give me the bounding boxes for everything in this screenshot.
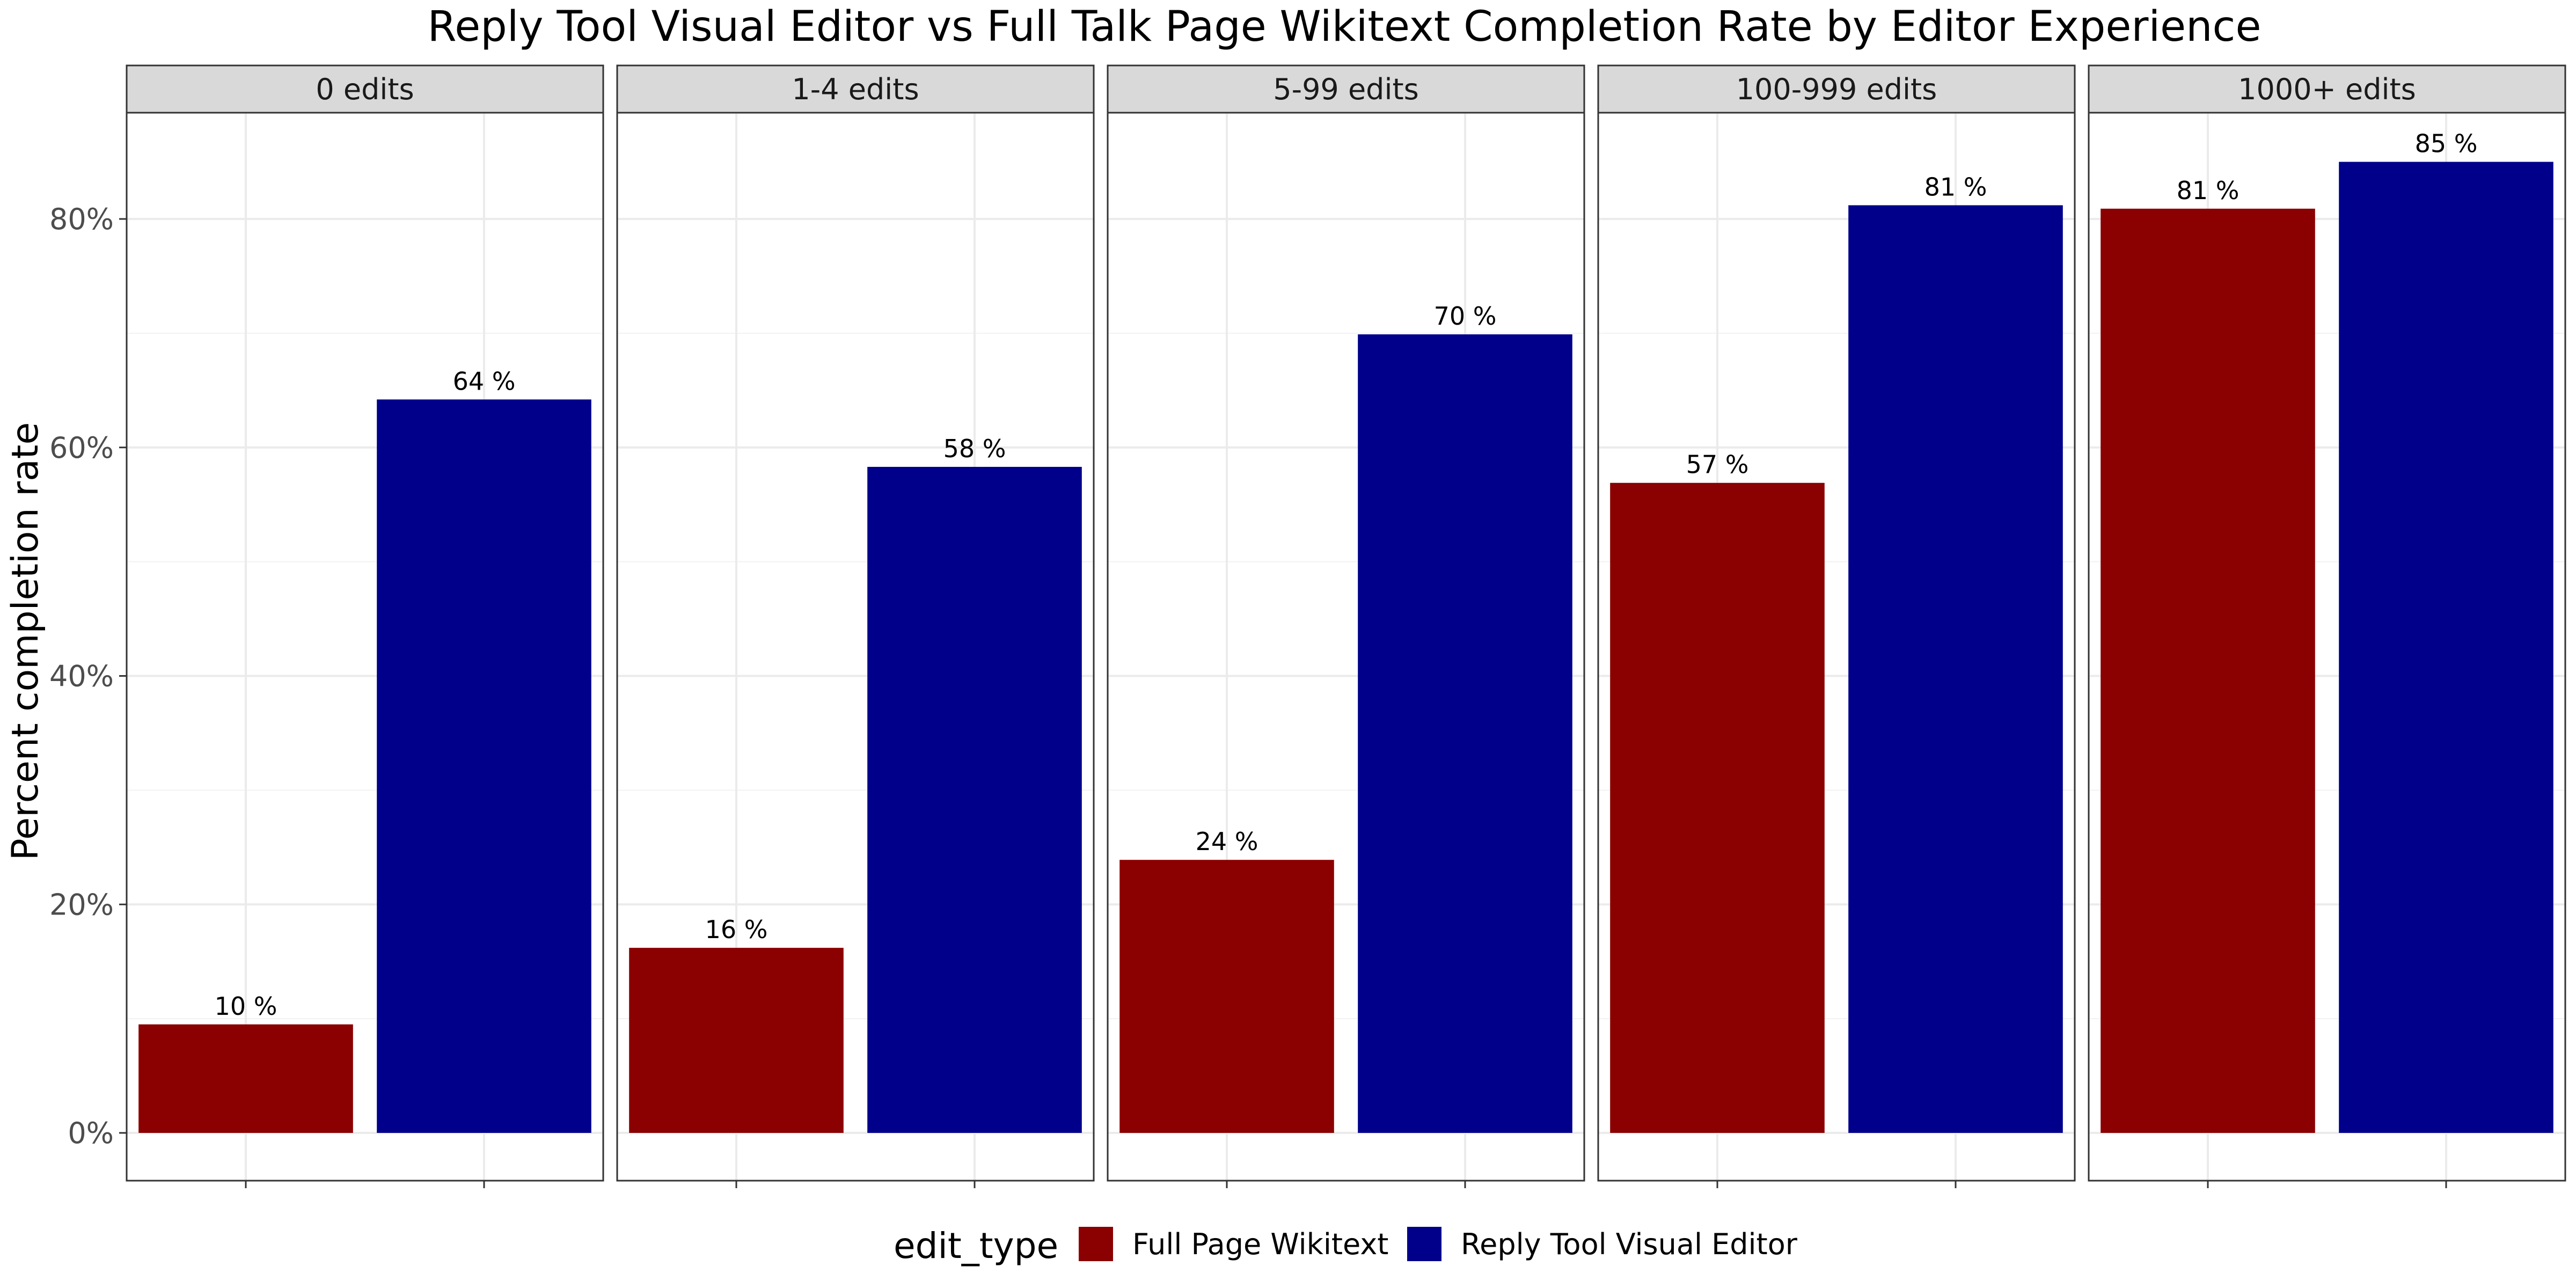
y-tick-label: 20% <box>49 888 114 921</box>
facet-strip <box>1597 64 2076 114</box>
bar <box>629 948 844 1133</box>
bar <box>2339 162 2553 1133</box>
bar-value-label: 85 % <box>2415 129 2478 158</box>
legend-label: Reply Tool Visual Editor <box>1461 1227 1798 1261</box>
bar <box>867 466 1082 1133</box>
facet-strip-label: 1000+ edits <box>2238 72 2416 106</box>
bar-value-label: 57 % <box>1686 450 1749 479</box>
legend: edit_type Full Page Wikitext Reply Tool V… <box>894 1225 1798 1267</box>
bar-value-label: 81 % <box>2177 176 2240 205</box>
legend-title: edit_type <box>894 1225 1058 1267</box>
bar <box>1119 860 1334 1133</box>
facet-strip-label: 0 edits <box>316 72 414 106</box>
facet-strip <box>616 64 1095 114</box>
facet-strip <box>2088 64 2566 114</box>
bar-value-label: 81 % <box>1924 172 1987 201</box>
y-tick-label: 40% <box>49 660 114 693</box>
legend-key <box>1079 1227 1113 1261</box>
y-tick-label: 60% <box>49 431 114 465</box>
bar <box>1610 482 1825 1133</box>
facet-panel: 81 % 85 % 1000+ edits <box>2088 64 2566 1188</box>
bar <box>1358 334 1572 1133</box>
bar-value-label: 16 % <box>705 915 768 944</box>
y-axis-title: Percent completion rate <box>4 422 47 861</box>
facet-panel: 10 % 64 % 0 edits <box>126 64 604 1188</box>
facet-strip <box>126 64 604 114</box>
bar <box>2101 208 2315 1133</box>
legend-key <box>1407 1227 1441 1261</box>
bar <box>138 1024 353 1133</box>
bar <box>377 399 591 1133</box>
bar-value-label: 10 % <box>215 992 277 1021</box>
bar-value-label: 24 % <box>1196 827 1258 856</box>
y-tick-label: 80% <box>49 202 114 236</box>
bar <box>1848 205 2063 1133</box>
facet-panels: 10 % 64 % 0 edits 16 % 58 % 1-4 edits 24 % 70 %… <box>126 64 2566 1188</box>
facet-strip-label: 1-4 edits <box>792 72 919 106</box>
bar-value-label: 70 % <box>1434 302 1497 331</box>
facet-panel: 16 % 58 % 1-4 edits <box>616 64 1095 1188</box>
facet-strip <box>1107 64 1585 114</box>
bar-value-label: 64 % <box>453 367 516 396</box>
facet-panel: 57 % 81 % 100-999 edits <box>1597 64 2076 1188</box>
facet-panel: 24 % 70 % 5-99 edits <box>1107 64 1585 1188</box>
y-axis: 0% 20% 40% 60% 80% <box>49 202 127 1150</box>
facet-strip-label: 5-99 edits <box>1273 72 1419 106</box>
facet-strip-label: 100-999 edits <box>1736 72 1937 106</box>
legend-label: Full Page Wikitext <box>1132 1227 1388 1261</box>
chart-title: Reply Tool Visual Editor vs Full Talk Pa… <box>428 3 2262 51</box>
y-tick-label: 0% <box>68 1116 114 1150</box>
bar-value-label: 58 % <box>943 434 1006 463</box>
